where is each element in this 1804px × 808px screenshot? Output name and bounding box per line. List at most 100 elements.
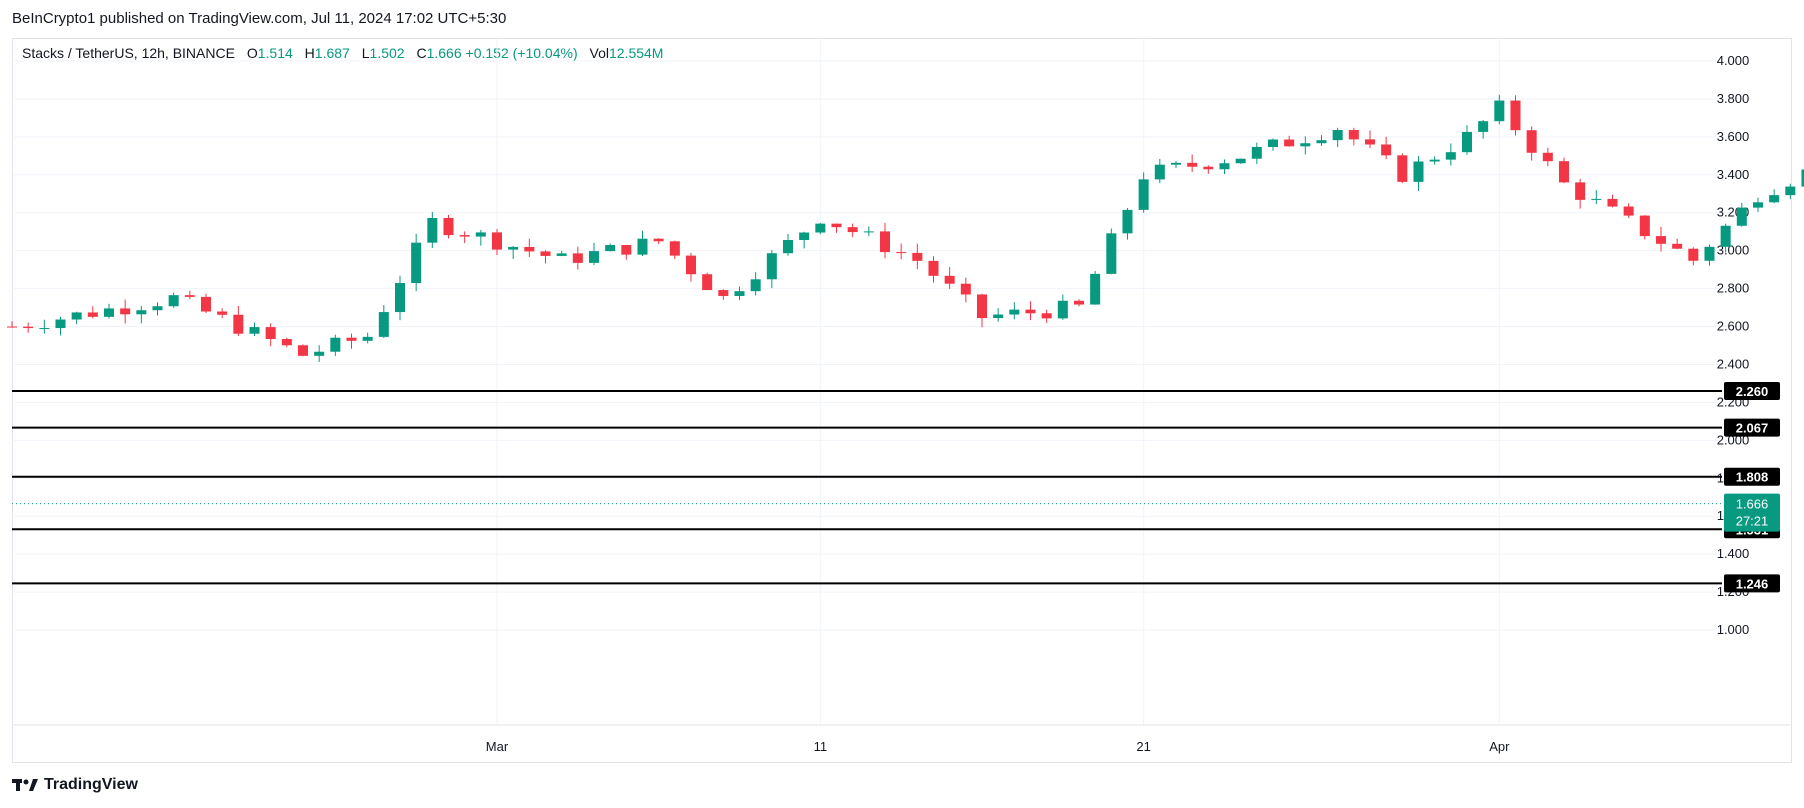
candle-body[interactable] [1736, 207, 1747, 226]
candle-body[interactable] [249, 327, 260, 334]
candle-body[interactable] [1655, 236, 1666, 244]
candle-body[interactable] [847, 227, 858, 233]
candle-body[interactable] [1348, 130, 1359, 140]
candle-body[interactable] [912, 252, 923, 261]
candle-body[interactable] [1720, 225, 1731, 247]
candle-body[interactable] [1704, 246, 1715, 261]
candle-body[interactable] [734, 291, 745, 296]
candle-body[interactable] [71, 312, 82, 320]
candle-body[interactable] [491, 232, 503, 250]
candle-body[interactable] [362, 336, 373, 341]
candle-body[interactable] [168, 295, 179, 307]
candle-body[interactable] [1122, 209, 1133, 234]
candle-body[interactable] [314, 351, 325, 356]
candle-body[interactable] [1478, 121, 1489, 132]
candle-body[interactable] [508, 246, 519, 250]
candle-body[interactable] [55, 319, 66, 329]
candle-body[interactable] [799, 232, 810, 241]
candle-body[interactable] [1219, 163, 1230, 170]
candle-body[interactable] [1526, 130, 1537, 153]
candle-body[interactable] [265, 327, 276, 340]
candle-body[interactable] [1009, 309, 1020, 315]
candle-body[interactable] [1203, 166, 1214, 170]
candle-body[interactable] [750, 279, 761, 292]
candle-body[interactable] [1187, 162, 1198, 167]
candle-body[interactable] [233, 314, 244, 334]
candle-body[interactable] [1381, 144, 1392, 156]
candle-body[interactable] [378, 312, 389, 337]
candle-body[interactable] [1494, 100, 1505, 122]
candle-body[interactable] [1607, 198, 1618, 207]
candle-body[interactable] [136, 310, 147, 315]
candle-body[interactable] [928, 260, 939, 276]
legend-symbol[interactable]: Stacks / TetherUS, 12h, BINANCE [22, 45, 235, 61]
candle-body[interactable] [1542, 152, 1553, 162]
candle-body[interactable] [1332, 130, 1343, 141]
candle-body[interactable] [1364, 139, 1375, 145]
candle-body[interactable] [669, 241, 680, 256]
candle-body[interactable] [1801, 169, 1804, 187]
candle-body[interactable] [103, 308, 115, 317]
candle-body[interactable] [281, 339, 292, 346]
candle-body[interactable] [443, 217, 454, 236]
candle-body[interactable] [702, 274, 713, 291]
candle-body[interactable] [411, 242, 422, 284]
candle-body[interactable] [993, 314, 1004, 319]
candle-body[interactable] [1073, 300, 1085, 305]
candle-body[interactable] [1138, 179, 1149, 210]
candle-body[interactable] [766, 253, 777, 280]
candle-body[interactable] [1672, 243, 1683, 249]
candle-body[interactable] [297, 345, 309, 356]
candle-body[interactable] [831, 223, 842, 228]
candle-body[interactable] [1057, 300, 1068, 319]
candle-body[interactable] [1688, 248, 1699, 261]
candle-body[interactable] [960, 283, 971, 295]
candle-body[interactable] [1575, 182, 1586, 200]
candle-body[interactable] [653, 238, 664, 242]
candle-body[interactable] [475, 232, 486, 237]
candle-body[interactable] [879, 231, 891, 253]
candle-body[interactable] [524, 246, 535, 252]
candle-body[interactable] [1041, 313, 1052, 319]
candle-body[interactable] [1025, 309, 1036, 314]
candle-body[interactable] [1090, 273, 1101, 305]
candle-body[interactable] [1316, 140, 1327, 144]
candle-body[interactable] [330, 337, 341, 352]
candle-body[interactable] [184, 295, 195, 297]
candle-body[interactable] [944, 275, 955, 284]
candle-body[interactable] [1429, 159, 1440, 162]
candle-body[interactable] [346, 337, 357, 341]
candle-body[interactable] [1769, 195, 1780, 203]
candle-body[interactable] [1591, 198, 1602, 200]
candle-body[interactable] [23, 326, 34, 329]
candle-body[interactable] [637, 238, 648, 255]
candle-body[interactable] [1251, 146, 1262, 159]
candle-body[interactable] [394, 283, 406, 313]
candle-body[interactable] [1106, 233, 1117, 274]
candle-body[interactable] [1623, 206, 1634, 216]
candle-body[interactable] [976, 294, 988, 319]
candle-body[interactable] [200, 296, 212, 312]
candle-body[interactable] [1510, 100, 1521, 131]
candle-body[interactable] [1154, 164, 1165, 180]
candle-body[interactable] [1284, 139, 1295, 147]
candle-body[interactable] [87, 312, 98, 317]
candle-body[interactable] [217, 311, 228, 315]
candle-body[interactable] [120, 308, 131, 315]
candle-body[interactable] [1397, 155, 1408, 182]
candle-body[interactable] [459, 235, 470, 237]
candle-body[interactable] [1235, 158, 1246, 164]
candle-body[interactable] [605, 245, 616, 252]
candle-body[interactable] [1639, 215, 1650, 237]
candle-body[interactable] [1785, 186, 1796, 196]
candle-body[interactable] [556, 253, 567, 256]
candle-body[interactable] [6, 326, 18, 328]
candle-body[interactable] [540, 251, 551, 256]
candle-body[interactable] [588, 251, 600, 263]
candle-body[interactable] [621, 245, 632, 255]
candle-body[interactable] [1300, 143, 1311, 147]
candle-body[interactable] [1558, 161, 1569, 183]
candle-body[interactable] [896, 252, 907, 254]
candle-body[interactable] [1445, 152, 1456, 160]
candle-body[interactable] [152, 306, 163, 311]
